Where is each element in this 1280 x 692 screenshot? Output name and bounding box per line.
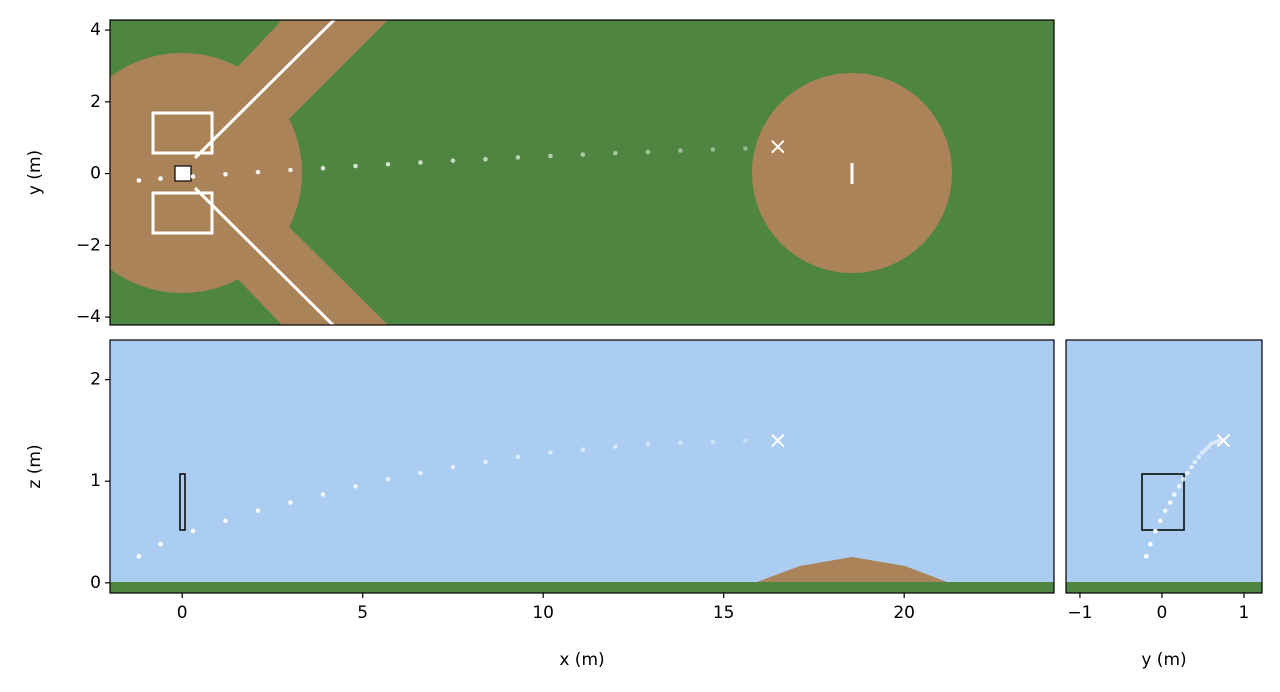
x-tick-label: −1 [1067, 603, 1092, 623]
trajectory-point [1185, 470, 1190, 476]
trajectory-point [1176, 484, 1182, 489]
x-tick-label: 0 [1157, 603, 1168, 623]
release-marker [771, 433, 785, 448]
trajectory-point [385, 476, 391, 482]
top-view-field [110, 20, 1054, 325]
trajectory-point [613, 150, 618, 156]
trajectory-point [678, 440, 683, 445]
trajectory-point [1196, 454, 1202, 460]
x-tick-label: 5 [357, 603, 368, 623]
trajectory-point [1144, 554, 1149, 559]
trajectory-point [548, 153, 553, 159]
trajectory-point [613, 444, 618, 449]
release-marker [1216, 433, 1231, 448]
trajectory-point [255, 169, 261, 175]
trajectory-point [580, 447, 586, 453]
trajectory-point [1214, 439, 1220, 444]
trajectory-point [1162, 508, 1168, 513]
trajectory-point [743, 438, 748, 443]
y-tick-label: −2 [76, 235, 101, 255]
release-marker [771, 139, 785, 154]
trajectory-point [1203, 447, 1208, 453]
trajectory-point [645, 441, 651, 446]
trajectory-point [1158, 518, 1163, 524]
trajectory-point [1189, 464, 1194, 470]
x-tick-label: 1 [1239, 603, 1250, 623]
trajectory-point [515, 155, 521, 160]
y-tick-label: 2 [90, 370, 101, 390]
trajectory-point [1208, 441, 1214, 446]
trajectory-point [1171, 492, 1177, 497]
trajectory-point [158, 176, 163, 181]
y-tick-label: 0 [90, 164, 101, 184]
y-tick-label: 2 [90, 92, 101, 112]
trajectory-point [1199, 450, 1205, 456]
y-tick-label: 4 [90, 20, 101, 40]
front-view-field [1066, 340, 1262, 593]
trajectory-point [483, 459, 488, 465]
x-axis-label: y (m) [1141, 650, 1186, 670]
x-tick-label: 10 [532, 603, 554, 623]
y-tick-label: −4 [76, 307, 101, 327]
trajectory-point [190, 174, 196, 179]
trajectory-point [710, 147, 716, 152]
trajectory-point [678, 148, 683, 153]
trajectory-point [288, 500, 293, 505]
trajectory-point [1167, 500, 1173, 505]
trajectory-point [450, 158, 456, 163]
y-axis-label: z (m) [25, 444, 45, 488]
trajectory-point [353, 484, 358, 489]
x-tick-label: 20 [893, 603, 915, 623]
trajectory-point [483, 156, 488, 162]
trajectory-point [223, 518, 228, 524]
trajectory-point [743, 146, 748, 151]
trajectory-point [353, 163, 358, 169]
trajectory-point [190, 528, 196, 534]
trajectory-point [645, 149, 651, 155]
trajectory-point [710, 439, 716, 444]
trajectory-point [580, 152, 586, 157]
trajectory-point [1206, 444, 1211, 449]
axes-frame [109, 339, 1055, 594]
trajectory-point [548, 450, 553, 456]
trajectory-point [158, 541, 163, 547]
trajectory-point [515, 454, 521, 460]
trajectory-point [288, 167, 293, 173]
x-tick-label: 15 [713, 603, 735, 623]
y-tick-label: 0 [90, 573, 101, 593]
axes-frame [109, 19, 1055, 326]
trajectory-point [385, 161, 391, 167]
trajectory-point [418, 160, 423, 165]
axes-frame [1065, 339, 1263, 594]
trajectory-point [320, 492, 326, 497]
x-tick-label: 0 [177, 603, 188, 623]
side-view-field [110, 340, 1054, 593]
trajectory-point [418, 470, 423, 476]
trajectory-point [255, 508, 261, 513]
trajectory-point [1217, 438, 1222, 443]
trajectory-point [223, 171, 228, 177]
trajectory-point [1153, 528, 1158, 534]
trajectory-point [1180, 476, 1186, 482]
trajectory-point [136, 554, 142, 559]
trajectory-point [136, 178, 142, 183]
trajectory-point [450, 464, 456, 470]
trajectory-point [1192, 459, 1198, 465]
trajectory-point [1148, 541, 1153, 547]
y-tick-label: 1 [90, 471, 101, 491]
x-axis-label: x (m) [559, 650, 604, 670]
trajectory-point [320, 165, 326, 171]
trajectory-point [1212, 440, 1217, 445]
y-axis-label: y (m) [25, 150, 45, 195]
